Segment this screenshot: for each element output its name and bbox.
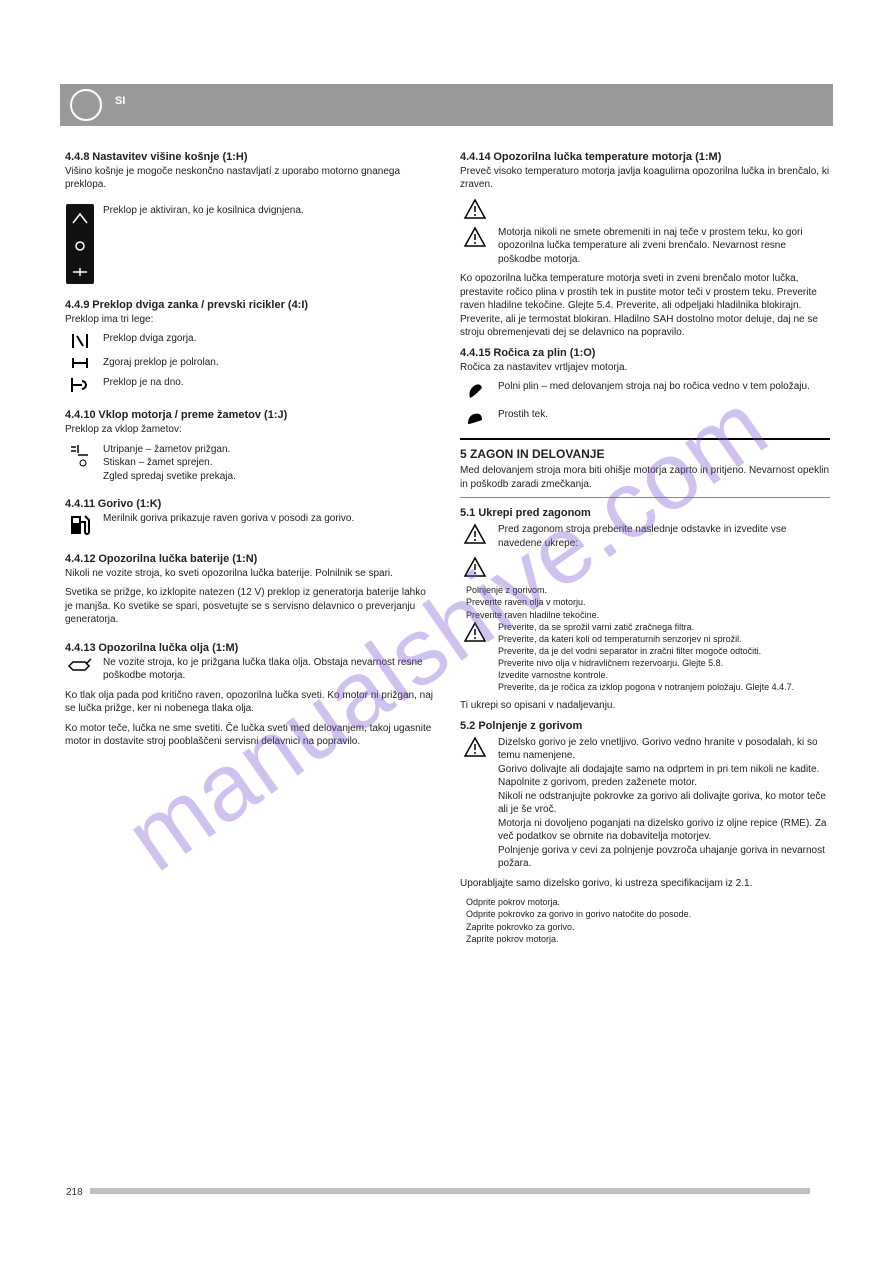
sec-title: Gorivo (1:K) (98, 498, 162, 510)
header-circle (70, 89, 102, 121)
list-item: Polni plin – med delovanjem stroja naj b… (498, 380, 830, 394)
section-divider-thick (460, 438, 830, 440)
list-item: Preverite raven olja v motorju. (466, 596, 830, 608)
para: Pred zagonom stroja preberite naslednje … (498, 523, 830, 550)
list-item: Preverite raven hladilne tekočine. (466, 609, 830, 621)
sec-num: 4.4.10 (65, 409, 96, 421)
list-item: Zgoraj preklop je polrolan. (103, 356, 435, 370)
throttle-idle-icon (460, 408, 490, 430)
para: Ko opozorilna lučka temperature motorja … (460, 272, 830, 340)
list-item: Polnjenje z gorivom. (466, 584, 830, 596)
list-item: Preverite nivo olja v hidravličnem rezer… (498, 657, 830, 669)
switch-down-icon (65, 376, 95, 394)
section-divider-thin (460, 497, 830, 498)
warning-icon (460, 226, 490, 248)
para: Preklop je aktiviran, ko je kosilnica dv… (103, 204, 435, 218)
left-column: 4.4.8 Nastavitev višine košnje (1:H) Viš… (65, 150, 435, 755)
list-item: Odprite pokrov motorja. (466, 896, 830, 908)
fuel-pump-icon (65, 512, 95, 538)
para: Ročica za nastavitev vrtljajev motorja. (460, 361, 830, 375)
sec-num: 4.4.15 (460, 347, 491, 359)
sec-title: Preklop dviga zanka / prevski ricikler (… (92, 299, 308, 311)
list-item: Zaprite pokrov motorja. (466, 933, 830, 945)
para: Preklop ima tri lege: (65, 313, 435, 327)
warning-icon (460, 621, 490, 643)
sec-num: 4.4.8 (65, 151, 89, 163)
list-item: Zgled spredaj svetike prekaja. (103, 470, 435, 484)
page-number: 218 (66, 1186, 83, 1200)
warning-icon (460, 198, 490, 220)
sec-num: 4.4.14 (460, 151, 491, 163)
para: Preveč visoko temperaturo motorja javlja… (460, 165, 830, 192)
para: Ko motor teče, lučka ne sme svetiti. Če … (65, 722, 435, 749)
sec-title: Opozorilna lučka temperature motorja (1:… (493, 151, 721, 163)
list-item: Preverite, da se sprožil varni zatič zra… (498, 621, 830, 633)
para: Uporabljajte samo dizelsko gorivo, ki us… (460, 877, 830, 891)
para: Ti ukrepi so opisani v nadaljevanju. (460, 699, 830, 713)
height-adjust-icon (66, 204, 94, 284)
list-item: Odprite pokrovko za gorivo in gorivo nat… (466, 908, 830, 920)
para: Motorja nikoli ne smete obremeniti in na… (498, 226, 830, 267)
warning-icon (460, 523, 490, 545)
sec-title: Opozorilna lučka olja (1:M) (98, 642, 238, 654)
right-column: 4.4.14 Opozorilna lučka temperature moto… (460, 150, 830, 945)
header-bar: SI (60, 84, 833, 126)
para: Ne vozite stroja, ko je prižgana lučka t… (103, 656, 435, 683)
para: Višino košnje je mogoče neskončno nastav… (65, 165, 435, 192)
sec-title: Vklop motorja / preme žametov (1:J) (98, 409, 287, 421)
list-item: Preverite, da je ročica za izklop pogona… (498, 681, 830, 693)
list-item: Preverite, da kateri koli od temperaturn… (498, 633, 830, 645)
subsection-heading: 5.2 Polnjenje z gorivom (460, 719, 830, 734)
warning-icon (460, 736, 490, 758)
headlight-icon (65, 443, 95, 469)
list-item: Preverite, da je del vodni separator in … (498, 645, 830, 657)
para: Gorivo dolivajte ali dodajajte samo na o… (498, 763, 830, 790)
switch-mid-icon (65, 356, 95, 370)
para: Nikoli ne vozite stroja, ko sveti opozor… (65, 567, 435, 581)
para: Ko tlak olja pada pod kritično raven, op… (65, 689, 435, 716)
sec-num: 4.4.11 (65, 498, 95, 510)
para: Nikoli ne odstranjujte pokrovke za goriv… (498, 790, 830, 817)
switch-up-icon (65, 332, 95, 350)
list-item: Utripanje – žametov prižgan. (103, 443, 435, 457)
para: Motorja ni dovoljeno poganjati na dizels… (498, 817, 830, 844)
footer-bar (90, 1188, 810, 1194)
para: Med delovanjem stroja mora biti ohišje m… (460, 464, 830, 491)
subsection-heading: 5.1 Ukrepi pred zagonom (460, 506, 830, 521)
header-code: SI (115, 94, 125, 109)
sec-num: 4.4.12 (65, 553, 96, 565)
sec-num: 4.4.9 (65, 299, 89, 311)
sec-title: Opozorilna lučka baterije (1:N) (98, 553, 257, 565)
sec-title: Ročica za plin (1:O) (493, 347, 595, 359)
oil-can-icon (65, 656, 95, 672)
section-heading: 5 ZAGON IN DELOVANJE (460, 446, 830, 462)
list-item: Zaprite pokrovko za gorivo. (466, 921, 830, 933)
para: Preklop za vklop žametov: (65, 423, 435, 437)
list-item: Stiskan – žamet sprejen. (103, 456, 435, 470)
list-item: Preklop dviga zgorja. (103, 332, 435, 346)
throttle-full-icon (460, 380, 490, 402)
sec-num: 4.4.13 (65, 642, 96, 654)
para: Polnjenje goriva v cevi za polnjenje pov… (498, 844, 830, 871)
sec-title: Nastavitev višine košnje (1:H) (92, 151, 247, 163)
list-item: Preklop je na dno. (103, 376, 435, 390)
para: Merilnik goriva prikazuje raven goriva v… (103, 512, 435, 526)
para: Svetika se prižge, ko izklopite natezen … (65, 586, 435, 627)
para: Dizelsko gorivo je zelo vnetljivo. Goriv… (498, 736, 830, 763)
list-item: Prostih tek. (498, 408, 830, 422)
list-item: Izvedite varnostne kontrole. (498, 669, 830, 681)
warning-icon (460, 556, 490, 578)
